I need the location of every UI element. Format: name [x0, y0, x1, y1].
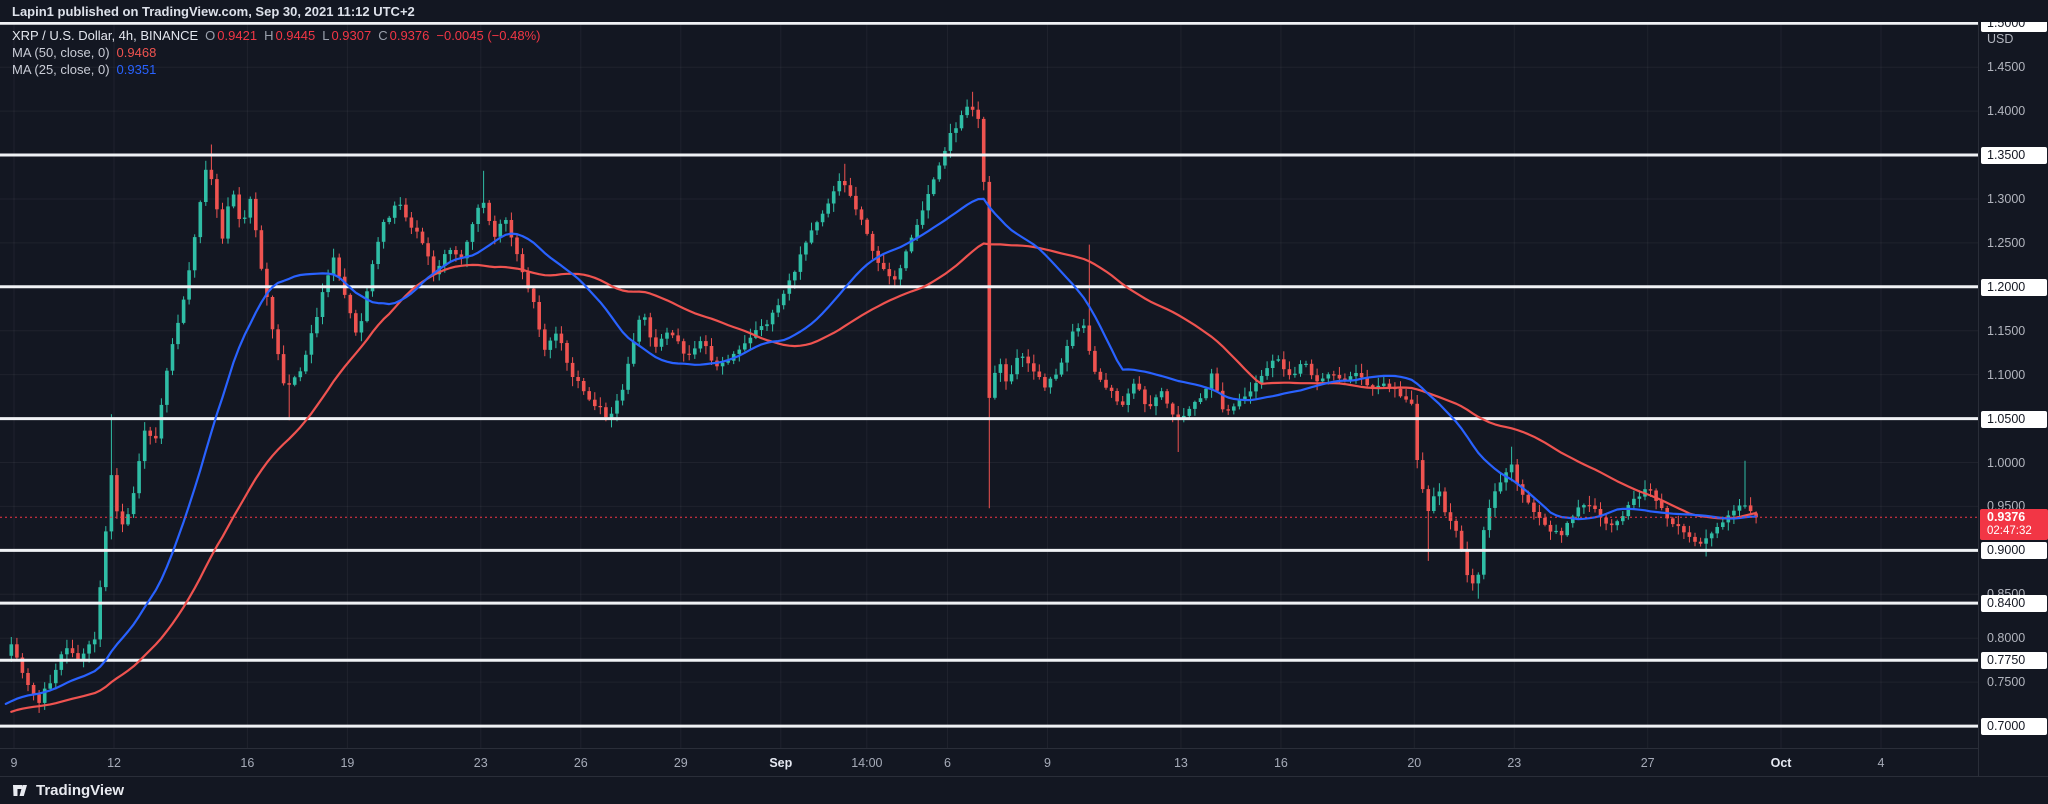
time-tick-label: 16 [1273, 756, 1288, 770]
time-tick-label: 23 [1507, 756, 1522, 770]
footer-bar: TradingView [0, 776, 2048, 804]
axis-unit-label: USD [1987, 32, 2014, 46]
price-tick-label: 1.2500 [1987, 235, 2026, 250]
ma-legend-rows: MA (50, close, 0) 0.9468 MA (25, close, 0)… [12, 44, 540, 78]
ma-value: 0.9351 [116, 62, 157, 77]
price-tick-label: 1.0000 [1987, 455, 2026, 470]
price-level-label: 1.0500 [1981, 410, 2047, 428]
price-tick-label: 0.7500 [1987, 675, 2026, 690]
price-tick-label: 1.3000 [1987, 191, 2026, 206]
price-tick-label: 1.4500 [1987, 60, 2026, 75]
change-value: −0.0045 (−0.48%) [436, 28, 541, 43]
time-tick-label: 6 [944, 756, 951, 770]
ma-label: MA (25, close, 0) [12, 62, 110, 77]
price-tick-label: 0.8000 [1987, 631, 2026, 646]
ma-row: MA (50, close, 0) 0.9468 [12, 44, 540, 61]
time-tick-label: 20 [1407, 756, 1422, 770]
time-tick-label: 9 [1044, 756, 1051, 770]
price-level-label: 1.2000 [1981, 278, 2047, 296]
ohlc-value: 0.9421 [217, 28, 258, 43]
publisher-bar: Lapin1 published on TradingView.com, Sep… [0, 0, 2048, 22]
time-tick-label: 27 [1640, 756, 1655, 770]
price-level-label: 0.8400 [1981, 595, 2047, 613]
time-tick-label: 26 [573, 756, 588, 770]
ma-value: 0.9468 [116, 45, 157, 60]
publisher-text: Lapin1 published on TradingView.com, Sep… [12, 3, 415, 19]
time-tick-label: Sep [769, 756, 793, 770]
symbol-title[interactable]: XRP / U.S. Dollar, 4h, BINANCE [12, 28, 199, 43]
time-tick-label: 23 [473, 756, 488, 770]
time-tick-label: 29 [673, 756, 688, 770]
last-price-badge: 0.9376 02:47:32 [1980, 509, 2048, 541]
ohlc-value: 0.9307 [331, 28, 372, 43]
price-level-label: 0.7000 [1981, 718, 2047, 736]
tradingview-logo-icon[interactable] [12, 782, 29, 799]
time-tick-label: 13 [1173, 756, 1188, 770]
price-level-label: 0.9000 [1981, 542, 2047, 560]
ohlc-values: O 0.9421 H 0.9445 L 0.9307 C 0.9376 [198, 28, 429, 43]
last-price-value: 0.9376 [1987, 510, 2026, 525]
time-axis[interactable]: 9 12 16 19 23 26 29 Sep 14:00 6 9 13 16 20 23 27 Oct 4 [0, 748, 1978, 777]
time-tick-label: Oct [1770, 756, 1792, 770]
ohlc-key: L [322, 28, 330, 43]
ohlc-value: 0.9376 [389, 28, 430, 43]
price-axis[interactable]: 1.5000 1.4500 1.4000 1.3500 1.3000 1.2500 1.20… [1978, 0, 2048, 776]
ma-row: MA (25, close, 0) 0.9351 [12, 61, 540, 78]
symbol-row: XRP / U.S. Dollar, 4h, BINANCE O 0.9421 H 0… [12, 27, 540, 44]
tradingview-wordmark[interactable]: TradingView [36, 782, 125, 799]
price-tick-label: 1.1000 [1987, 367, 2026, 382]
ohlc-key: H [264, 28, 274, 43]
time-tick-label: 9 [10, 756, 18, 770]
price-level-label: 1.3500 [1981, 147, 2047, 165]
bar-countdown: 02:47:32 [1987, 525, 2032, 538]
ohlc-key: O [205, 28, 216, 43]
time-tick-label: 4 [1877, 756, 1885, 770]
price-tick-label: 1.4000 [1987, 104, 2026, 119]
time-tick-label: 16 [240, 756, 255, 770]
ma-label: MA (50, close, 0) [12, 45, 110, 60]
chart-legend: XRP / U.S. Dollar, 4h, BINANCE O 0.9421 H 0… [12, 27, 540, 78]
price-level-label: 0.7750 [1981, 652, 2047, 670]
time-tick-label: 19 [340, 756, 355, 770]
ohlc-value: 0.9445 [275, 28, 316, 43]
time-tick-label: 12 [107, 756, 121, 770]
ohlc-key: C [378, 28, 388, 43]
price-tick-label: 1.1500 [1987, 323, 2026, 338]
time-tick-label: 14:00 [851, 756, 883, 770]
